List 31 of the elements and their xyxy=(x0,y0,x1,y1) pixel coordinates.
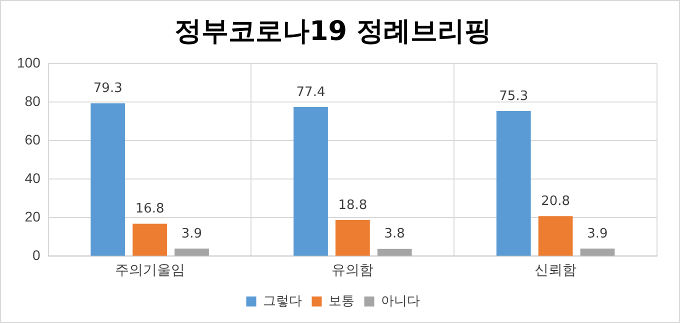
x-tick-label: 신뢰함 xyxy=(534,261,577,278)
data-label: 77.4 xyxy=(296,84,326,100)
y-tick-label: 60 xyxy=(24,131,41,148)
bar xyxy=(496,111,531,256)
bar xyxy=(90,103,126,256)
chart-title: 정부코로나19 정례브리핑 xyxy=(174,16,492,48)
data-label: 20.8 xyxy=(541,194,570,209)
y-tick-label: 0 xyxy=(32,247,41,264)
bar xyxy=(335,220,370,256)
bar xyxy=(174,248,209,256)
bar xyxy=(377,248,412,256)
data-label: 3.8 xyxy=(384,226,405,242)
legend-label: 그렇다 xyxy=(262,293,302,308)
y-tick-label: 20 xyxy=(24,208,41,224)
data-label: 16.8 xyxy=(135,202,164,217)
bar xyxy=(538,216,573,256)
y-tick-label: 100 xyxy=(17,54,41,70)
data-label: 3.9 xyxy=(181,226,202,242)
bar xyxy=(294,106,328,256)
data-label: 3.9 xyxy=(587,226,608,242)
x-tick-label: 주의기울임 xyxy=(114,261,185,278)
data-label: 79.3 xyxy=(93,81,122,96)
bar xyxy=(132,224,167,256)
x-tick-label: 유의함 xyxy=(332,261,374,278)
legend-label: 아니다 xyxy=(380,293,420,308)
data-label: 18.8 xyxy=(338,198,368,213)
y-tick-label: 80 xyxy=(24,92,41,109)
legend-label: 보통 xyxy=(328,293,354,308)
data-label: 75.3 xyxy=(499,88,528,104)
y-tick-label: 40 xyxy=(24,170,41,186)
bar xyxy=(580,248,615,256)
